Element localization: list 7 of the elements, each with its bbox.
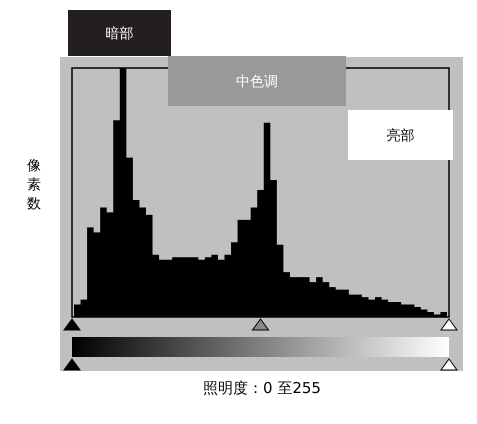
x-axis-title: 照明度：0 至255: [203, 379, 321, 397]
annotation: 中色调: [236, 74, 278, 90]
annotation: 亮部: [386, 128, 414, 144]
label-panel: 中色调: [168, 56, 346, 106]
label-panel: 暗部: [68, 10, 171, 56]
label-panel: 亮部: [348, 110, 453, 160]
y-axis-title: 像素数: [27, 158, 41, 212]
